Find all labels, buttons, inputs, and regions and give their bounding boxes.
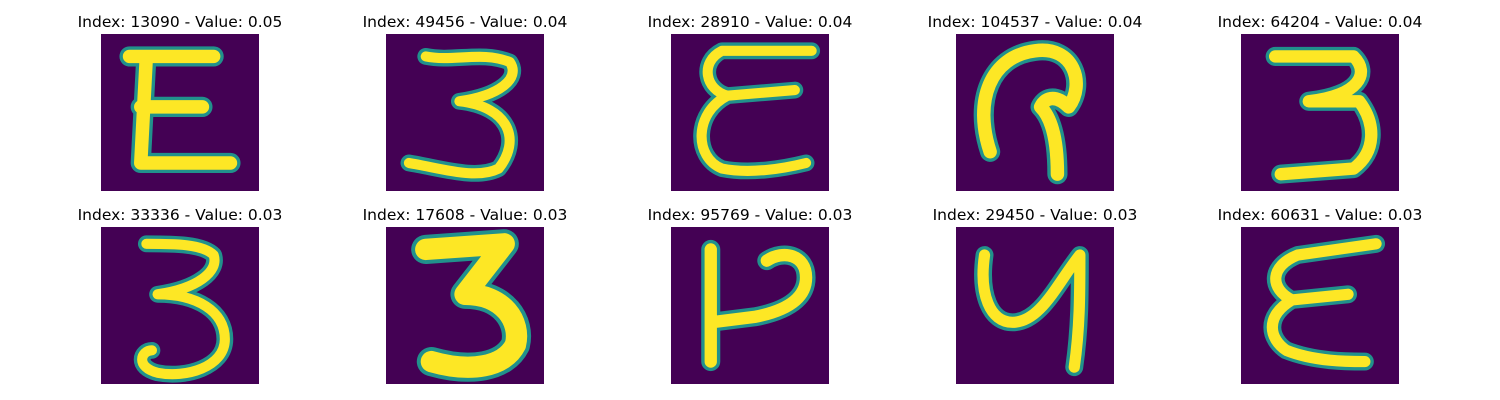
panel-title: Index: 104537 - Value: 0.04 — [927, 13, 1143, 31]
glyph-image-p — [671, 227, 829, 384]
glyph-image-e — [101, 34, 259, 191]
panel-title: Index: 28910 - Value: 0.04 — [647, 13, 853, 31]
panel-title: Index: 95769 - Value: 0.03 — [647, 206, 853, 224]
glyph-image-hook — [956, 34, 1114, 191]
glyph-image-3 — [386, 34, 544, 191]
glyph-image-3 — [101, 227, 259, 384]
glyph-image-3-bold — [386, 227, 544, 384]
panel-title: Index: 29450 - Value: 0.03 — [932, 206, 1138, 224]
glyph-image-epsilon — [671, 34, 829, 191]
panel-title: Index: 17608 - Value: 0.03 — [362, 206, 568, 224]
panel-title: Index: 33336 - Value: 0.03 — [77, 206, 283, 224]
panel-title: Index: 13090 - Value: 0.05 — [77, 13, 283, 31]
panel-title: Index: 49456 - Value: 0.04 — [362, 13, 568, 31]
glyph-image-3 — [1241, 34, 1399, 191]
glyph-image-epsilon — [1241, 227, 1399, 384]
glyph-image-y — [956, 227, 1114, 384]
panel-title: Index: 60631 - Value: 0.03 — [1217, 206, 1423, 224]
panel-title: Index: 64204 - Value: 0.04 — [1217, 13, 1423, 31]
